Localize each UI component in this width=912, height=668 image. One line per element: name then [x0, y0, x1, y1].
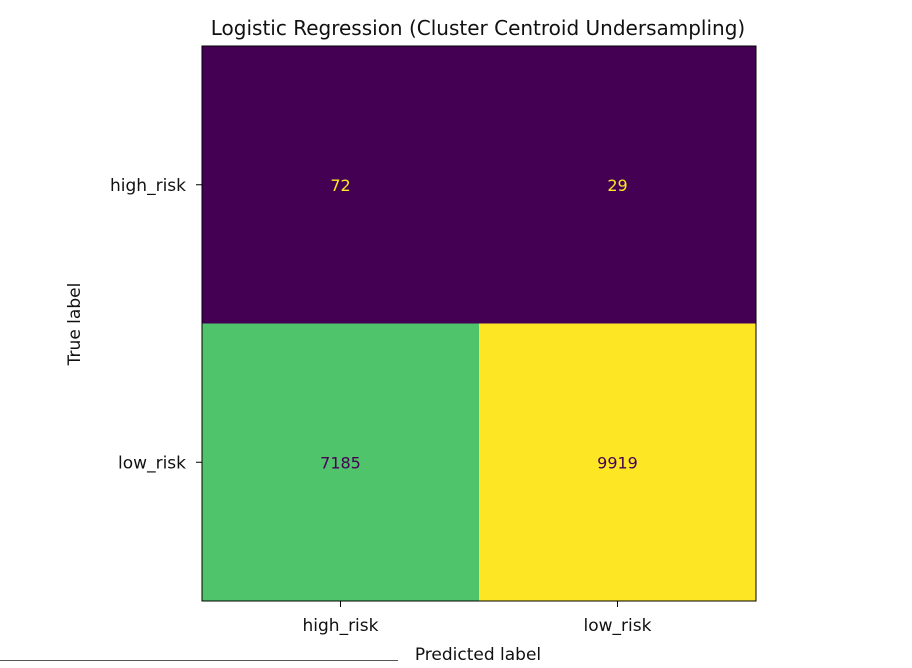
y-tick-label: high_risk	[110, 176, 186, 196]
heatmap-cell-high_risk-high_risk	[202, 46, 480, 324]
heatmap-cell-low_risk-high_risk	[202, 323, 480, 602]
heatmap-cells	[202, 46, 757, 602]
x-tick-label: high_risk	[303, 616, 379, 636]
cell-value-high_risk-low_risk: 29	[607, 176, 627, 195]
y-axis-label: True label	[65, 283, 85, 367]
y-tick-label: low_risk	[118, 453, 186, 473]
heatmap-cell-low_risk-low_risk	[479, 323, 757, 602]
divider-line	[0, 660, 398, 661]
cell-value-labels: 72 29 7185 9919	[320, 176, 638, 473]
chart-title: Logistic Regression (Cluster Centroid Un…	[211, 16, 745, 40]
cell-value-low_risk-low_risk: 9919	[597, 453, 638, 472]
cell-value-low_risk-high_risk: 7185	[320, 453, 361, 472]
heatmap-cell-high_risk-low_risk	[479, 46, 757, 324]
y-axis-ticks: high_risk low_risk	[110, 176, 202, 473]
plot-frame	[201, 45, 757, 602]
x-axis-ticks: high_risk low_risk	[303, 601, 652, 636]
cell-value-high_risk-high_risk: 72	[330, 176, 350, 195]
x-axis-label: Predicted label	[415, 645, 541, 664]
x-tick-label: low_risk	[584, 616, 652, 636]
